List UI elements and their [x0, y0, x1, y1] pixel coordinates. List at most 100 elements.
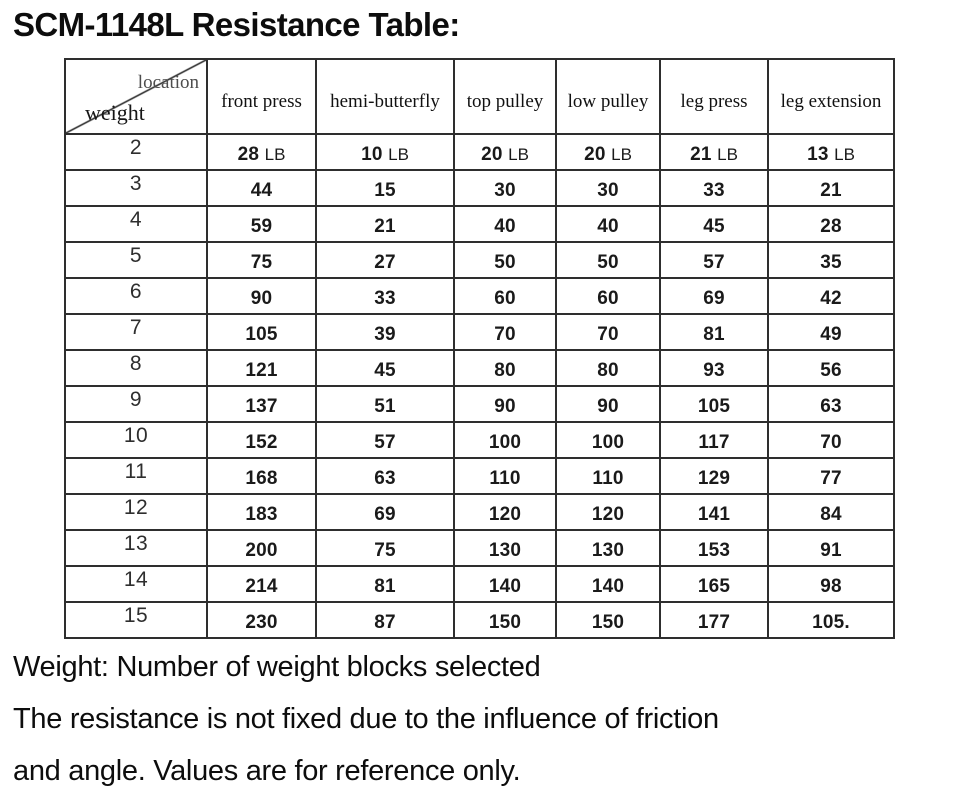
value-number: 63 [820, 396, 842, 417]
resistance-table: location weight front press hemi-butterfl… [64, 58, 895, 639]
value-number: 33 [374, 288, 396, 309]
value-cell: 10 LB [315, 133, 455, 171]
value-number: 51 [374, 396, 396, 417]
value-number: 140 [488, 576, 522, 597]
value-cell: 140 [555, 565, 661, 603]
column-header: top pulley [453, 58, 557, 135]
value-number: 21 [690, 144, 712, 165]
column-header: leg extension [767, 58, 895, 135]
table-body: 2 28 LB 10 LB 20 LB 20 LB 21 LB 13 LB 3 44 15 30 30… [64, 133, 895, 639]
value-number: 121 [245, 360, 278, 381]
value-number: 59 [250, 216, 273, 237]
value-cell: 98 [767, 565, 895, 603]
weight-cell: 12 [64, 493, 208, 531]
value-number: 150 [591, 612, 625, 633]
value-cell: 230 [206, 601, 317, 639]
value-cell: 69 [315, 493, 455, 531]
value-cell: 75 [206, 241, 317, 279]
value-number: 70 [494, 324, 516, 345]
value-number: 60 [494, 288, 516, 309]
table-row: 14 214 81 140 140 165 98 [64, 565, 895, 603]
value-cell: 69 [659, 277, 769, 315]
value-number: 75 [374, 540, 396, 561]
value-cell: 130 [453, 529, 557, 567]
value-number: 130 [591, 540, 625, 561]
value-cell: 87 [315, 601, 455, 639]
value-cell: 30 [555, 169, 661, 207]
value-cell: 91 [767, 529, 895, 567]
table-row: 3 44 15 30 30 33 21 [64, 169, 895, 207]
value-number: 10 [361, 144, 383, 165]
value-number: 33 [703, 180, 725, 201]
value-number: 81 [703, 324, 725, 345]
value-number: 57 [374, 432, 396, 453]
value-cell: 110 [453, 457, 557, 495]
value-number: 30 [494, 180, 516, 201]
value-cell: 33 [659, 169, 769, 207]
footnotes: Weight: Number of weight blocks selected… [13, 641, 719, 797]
value-cell: 80 [555, 349, 661, 387]
value-cell: 150 [555, 601, 661, 639]
value-cell: 77 [767, 457, 895, 495]
column-header: leg press [659, 58, 769, 135]
value-cell: 40 [555, 205, 661, 243]
value-number: 27 [374, 252, 396, 273]
weight-cell: 14 [64, 565, 208, 603]
value-number: 152 [245, 432, 278, 453]
value-cell: 51 [315, 385, 455, 423]
value-number: 177 [697, 612, 731, 633]
value-cell: 177 [659, 601, 769, 639]
value-unit: LB [834, 145, 855, 164]
value-number: 141 [697, 504, 731, 525]
value-number: 77 [820, 468, 842, 489]
value-number: 140 [591, 576, 625, 597]
value-cell: 200 [206, 529, 317, 567]
value-number: 110 [489, 468, 521, 489]
value-number: 70 [820, 432, 842, 453]
value-cell: 63 [767, 385, 895, 423]
table-row: 11 168 63 110 110 129 77 [64, 457, 895, 495]
value-number: 69 [374, 504, 396, 525]
value-cell: 60 [453, 277, 557, 315]
value-cell: 140 [453, 565, 557, 603]
value-unit: LB [388, 145, 409, 164]
page-title: SCM-1148L Resistance Table: [13, 6, 460, 43]
value-cell: 70 [555, 313, 661, 351]
value-number: 15 [374, 180, 396, 201]
weight-cell: 4 [64, 205, 208, 243]
value-cell: 20 LB [555, 133, 661, 171]
value-number: 105 [697, 396, 731, 417]
value-number: 153 [697, 540, 731, 561]
value-cell: 21 LB [659, 133, 769, 171]
value-number: 117 [698, 432, 730, 453]
value-number: 200 [245, 540, 278, 561]
column-header: hemi-butterfly [315, 58, 455, 135]
weight-cell: 6 [64, 277, 208, 315]
value-number: 214 [245, 576, 278, 597]
value-number: 40 [597, 216, 619, 237]
value-unit: LB [717, 145, 738, 164]
value-cell: 21 [767, 169, 895, 207]
value-cell: 105. [767, 601, 895, 639]
value-cell: 153 [659, 529, 769, 567]
value-cell: 90 [555, 385, 661, 423]
value-number: 39 [374, 324, 396, 345]
value-cell: 120 [453, 493, 557, 531]
table-row: 2 28 LB 10 LB 20 LB 20 LB 21 LB 13 LB [64, 133, 895, 171]
weight-cell: 13 [64, 529, 208, 567]
value-cell: 105 [206, 313, 317, 351]
value-number: 28 [820, 216, 842, 237]
value-number: 21 [820, 180, 842, 201]
table-row: 4 59 21 40 40 45 28 [64, 205, 895, 243]
weight-cell: 7 [64, 313, 208, 351]
value-number: 150 [488, 612, 522, 633]
value-cell: 44 [206, 169, 317, 207]
value-cell: 90 [206, 277, 317, 315]
value-number: 130 [488, 540, 522, 561]
value-unit: LB [611, 145, 632, 164]
value-cell: 28 LB [206, 133, 317, 171]
value-number: 137 [245, 396, 278, 417]
value-cell: 141 [659, 493, 769, 531]
value-cell: 49 [767, 313, 895, 351]
